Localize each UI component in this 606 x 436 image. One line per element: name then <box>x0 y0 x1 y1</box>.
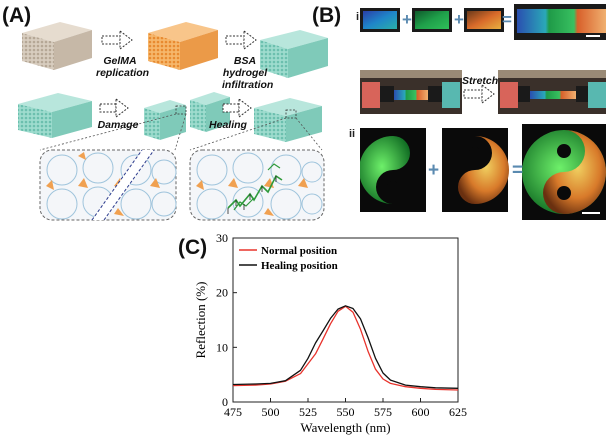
legend-label-healing: Healing position <box>261 260 338 272</box>
inverse-opal-block <box>148 22 218 70</box>
panel-a-schematic <box>18 22 328 221</box>
x-tick-label: 550 <box>337 405 355 419</box>
panel-a-label: (A) <box>2 4 32 27</box>
plus-sign-3: + <box>428 160 440 181</box>
x-tick-label: 625 <box>449 405 467 419</box>
photo-stretch-before <box>360 70 462 114</box>
composite-block-damaged <box>144 92 230 140</box>
photo-yin-green <box>360 128 426 212</box>
composite-block <box>260 30 328 78</box>
arrow-damage <box>99 98 129 118</box>
panel-b-label: (B) <box>312 4 342 27</box>
equals-sign-1: = <box>502 10 512 29</box>
step-label-damage: Damage <box>97 119 139 131</box>
photo-stretch-after <box>498 70 606 114</box>
y-tick-label: 30 <box>216 231 228 245</box>
arrow-infiltration <box>225 30 257 50</box>
row-i-label: i <box>356 11 360 23</box>
series-line-normal <box>232 305 459 391</box>
composite-block-intact <box>18 93 92 138</box>
y-tick-label: 0 <box>222 395 228 409</box>
x-tick-label: 575 <box>374 405 392 419</box>
x-tick-label: 500 <box>262 405 280 419</box>
arrow-replication <box>101 30 133 50</box>
equals-sign-2: = <box>512 160 524 181</box>
photo-yang-orange <box>442 128 509 212</box>
zoom-guides <box>39 113 323 151</box>
plus-sign-2: + <box>454 10 464 29</box>
x-tick-label: 600 <box>412 405 430 419</box>
arrow-healing-shape <box>222 99 252 118</box>
plus-sign-1: + <box>402 10 412 29</box>
x-axis-label: Wavelength (nm) <box>300 420 390 435</box>
y-axis-label: Reflection (%) <box>193 282 208 359</box>
step-label-stretch: Stretch <box>462 75 499 87</box>
x-tick-label: 475 <box>224 405 242 419</box>
arrow-stretch <box>463 84 495 104</box>
chart-legend: Normal position Healing position <box>239 245 338 272</box>
legend-label-normal: Normal position <box>261 245 337 257</box>
panel-c-label: (C) <box>178 236 208 259</box>
opal-block-template <box>22 22 92 70</box>
step-label-infiltration: BSA hydrogel infiltration <box>222 55 274 91</box>
step-label-replication: GelMA replication <box>96 55 150 79</box>
micro-inset-healed <box>189 149 325 221</box>
series-line-healing <box>232 305 459 389</box>
composite-block-healed <box>254 98 322 142</box>
photo-yin-yang-combined <box>522 124 606 220</box>
row-ii-label: ii <box>349 128 356 140</box>
panel-b-photos <box>360 4 606 220</box>
x-tick-label: 525 <box>299 405 317 419</box>
micro-inset-damaged <box>39 149 177 221</box>
step-label-healing: Healing <box>209 119 247 131</box>
y-tick-label: 10 <box>216 340 228 354</box>
y-tick-label: 20 <box>216 286 228 300</box>
